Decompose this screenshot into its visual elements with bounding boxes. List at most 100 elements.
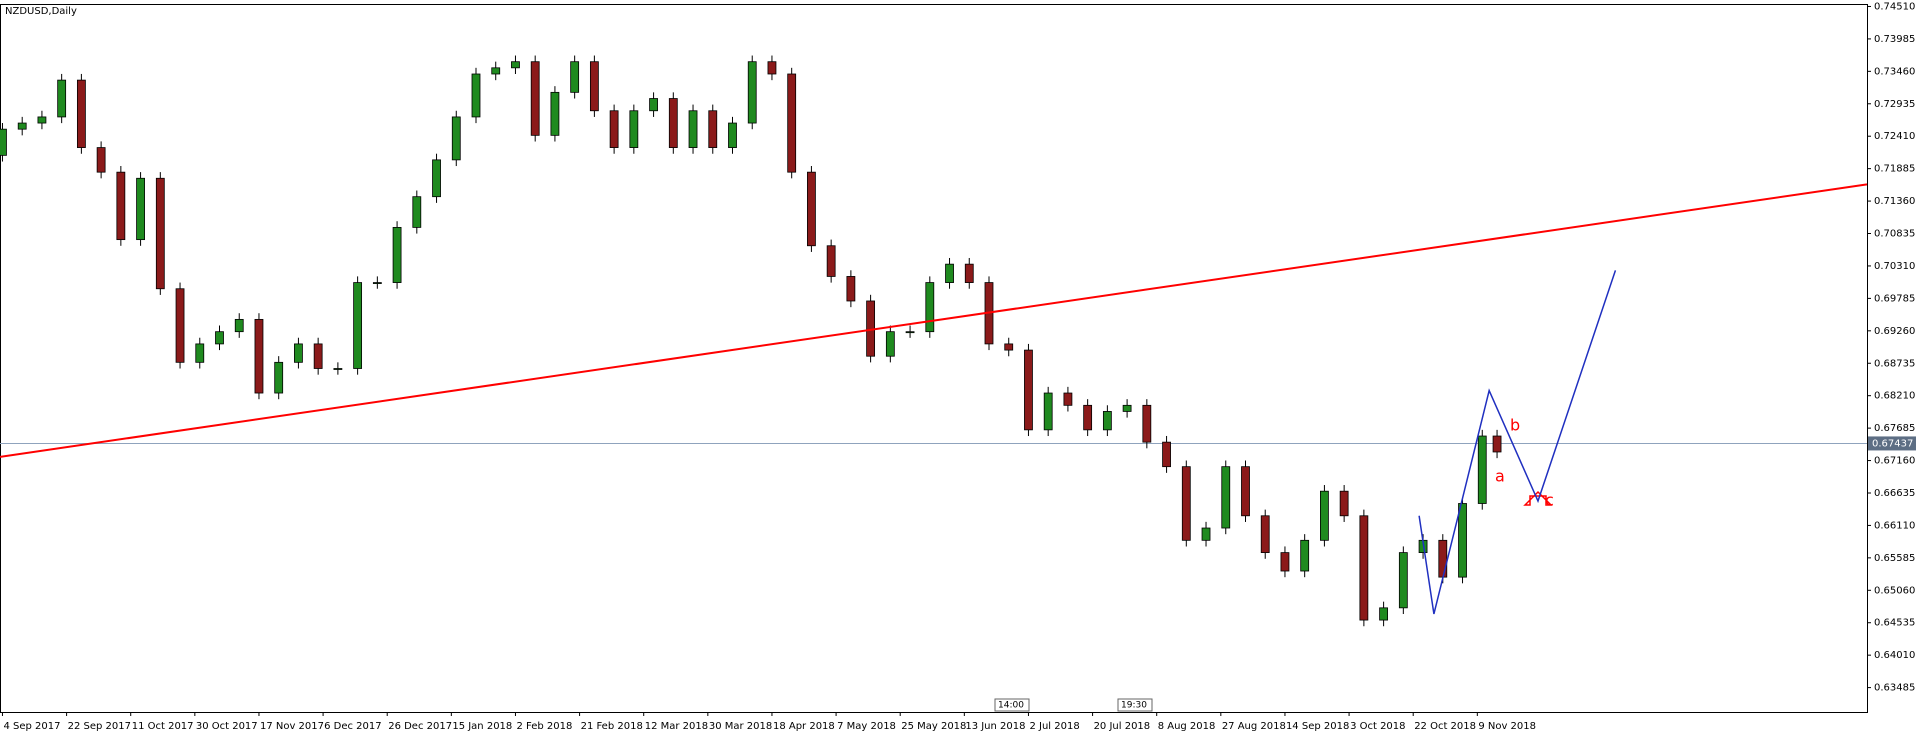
candle-body (136, 177, 145, 241)
y-tick-label: 0.73985 (1874, 34, 1915, 45)
y-tick-label: 0.67685 (1874, 423, 1915, 434)
x-tick-label: 30 Oct 2017 (196, 721, 258, 732)
current-price-label: 0.67437 (1872, 438, 1913, 449)
time-marker: 14:00 (998, 701, 1024, 711)
x-tick-label: 30 Mar 2018 (709, 721, 772, 732)
candle-body (945, 263, 954, 283)
candle-body (589, 61, 599, 112)
y-tick-label: 0.74510 (1874, 1, 1915, 12)
candle-body (412, 196, 422, 228)
candle-body (1024, 349, 1033, 431)
x-tick-label: 2 Jul 2018 (1029, 721, 1079, 732)
candle-body (807, 171, 816, 247)
x-tick-label: 4 Sep 2017 (3, 721, 60, 732)
y-tick-label: 0.64535 (1874, 618, 1915, 629)
candle-body (1122, 404, 1132, 412)
x-tick-label: 26 Dec 2017 (388, 721, 452, 732)
y-tick-label: 0.67160 (1874, 456, 1915, 467)
candle-body (1458, 503, 1467, 578)
candle-body (570, 61, 580, 93)
y-tick-label: 0.66635 (1874, 488, 1915, 499)
candle-body (846, 276, 856, 302)
candle-body (195, 343, 205, 363)
candle-body (76, 79, 86, 148)
x-tick-label: 22 Oct 2018 (1414, 721, 1476, 732)
wave-label: b (1510, 416, 1520, 435)
candle-body (1043, 392, 1053, 431)
candle-body (964, 263, 974, 283)
candle-body (925, 282, 935, 333)
candle-body (1260, 515, 1270, 554)
candle-body (432, 159, 441, 198)
candle-body (372, 282, 382, 284)
time-marker: 19:30 (1121, 701, 1147, 711)
x-tick-label: 2 Feb 2018 (516, 721, 572, 732)
candle-body (1221, 466, 1231, 529)
candle-body (668, 98, 678, 148)
y-tick-label: 0.66110 (1874, 520, 1915, 531)
x-tick-label: 14 Sep 2018 (1286, 721, 1349, 732)
wave-line (1418, 270, 1617, 615)
candle-body (688, 110, 698, 148)
candle-body (1004, 343, 1014, 351)
candle-body (1438, 539, 1448, 578)
candle-body (767, 61, 777, 75)
candle-body (629, 110, 639, 148)
y-tick-label: 0.73460 (1874, 66, 1915, 77)
y-tick-label: 0.71360 (1874, 196, 1915, 207)
plot-frame (0, 4, 1868, 713)
candle-body (116, 171, 126, 241)
candle-body (274, 361, 284, 394)
candle-body (1181, 466, 1191, 541)
candle-body (254, 318, 264, 394)
candle-body (747, 61, 757, 124)
candle-body (1379, 607, 1389, 621)
x-tick-label: 25 May 2018 (901, 721, 966, 732)
up-arrow (1523, 490, 1553, 506)
x-tick-label: 8 Aug 2018 (1158, 721, 1216, 732)
candle-body (609, 110, 619, 148)
y-tick-label: 0.65585 (1874, 553, 1915, 564)
y-tick-label: 0.69785 (1874, 293, 1915, 304)
candle-body (1359, 515, 1369, 621)
x-tick-label: 11 Oct 2017 (132, 721, 194, 732)
candle-body (530, 61, 540, 136)
candle-body (1142, 404, 1152, 443)
candle-body (0, 128, 7, 156)
candle-body (1339, 490, 1349, 517)
current-price-box (1868, 436, 1916, 451)
candle-body (1162, 441, 1171, 468)
candle-body (155, 177, 165, 290)
candle-body (1398, 552, 1408, 609)
wave-label: c (1545, 491, 1554, 510)
candle-body (1492, 435, 1502, 453)
candle-body (1063, 392, 1073, 406)
y-tick-label: 0.68210 (1874, 391, 1915, 402)
x-tick-label: 21 Feb 2018 (581, 721, 643, 732)
candle-body (294, 343, 303, 363)
candle-body (885, 331, 895, 357)
candle-body (175, 288, 185, 363)
y-tick-label: 0.70310 (1874, 261, 1915, 272)
candle-body (1320, 490, 1329, 541)
trend-line (0, 183, 1868, 458)
candle-body (1201, 527, 1211, 541)
candle-body (313, 343, 323, 369)
x-tick-label: 13 Jun 2018 (965, 721, 1025, 732)
y-tick-label: 0.72410 (1874, 131, 1915, 142)
candle-body (905, 331, 915, 334)
candle-body (491, 67, 501, 75)
x-tick-label: 9 Nov 2018 (1478, 721, 1536, 732)
candle-body (1300, 539, 1310, 572)
candle-body (451, 116, 461, 161)
y-tick-label: 0.71885 (1874, 164, 1915, 175)
candle-body (1280, 552, 1290, 572)
time-marker-box (994, 698, 1030, 712)
candle-body (787, 73, 797, 173)
candle-body (1102, 411, 1112, 431)
candle-body (37, 116, 47, 124)
wave-label: a (1495, 467, 1505, 486)
y-tick-label: 0.70835 (1874, 229, 1915, 240)
candle-body (550, 91, 560, 136)
